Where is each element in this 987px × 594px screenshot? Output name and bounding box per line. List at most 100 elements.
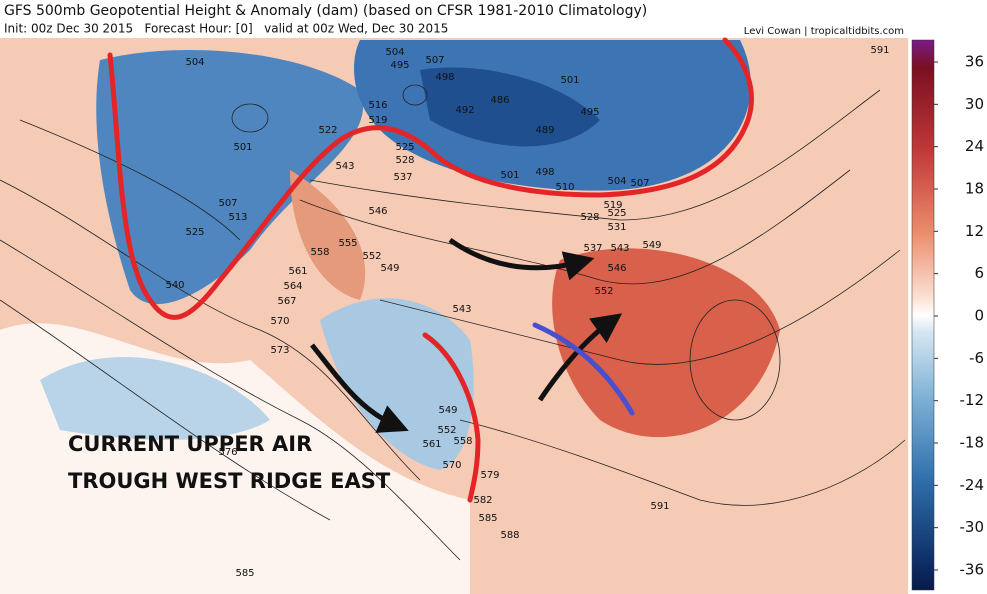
contour-label: 570 xyxy=(270,316,289,327)
contour-line xyxy=(459,419,906,506)
contour-label: 591 xyxy=(650,501,669,512)
contour-label: 519 xyxy=(603,200,622,211)
contour-line xyxy=(689,299,781,421)
contour-label: 546 xyxy=(368,206,387,217)
contour-label: 546 xyxy=(607,263,626,274)
contour-label: 501 xyxy=(500,170,519,181)
contour-label: 489 xyxy=(535,125,554,136)
contour-label: 552 xyxy=(437,425,456,436)
contour-label: 525 xyxy=(185,227,204,238)
contour-label: 543 xyxy=(610,243,629,254)
contour-label: 498 xyxy=(535,167,554,178)
trough-line xyxy=(422,332,481,503)
title: GFS 500mb Geopotential Height & Anomaly … xyxy=(4,3,647,19)
trough-ridge-line xyxy=(107,37,754,320)
contour-line xyxy=(402,84,428,106)
contour-label: 555 xyxy=(338,238,357,249)
contour-label: 525 xyxy=(607,208,626,219)
colorbar-label: 36 xyxy=(965,53,984,71)
anomaly-area xyxy=(290,170,366,300)
contour-label: 576 xyxy=(218,447,237,458)
colorbar-label: 18 xyxy=(965,180,984,198)
contour-label: 486 xyxy=(490,95,509,106)
contour-label: 501 xyxy=(560,75,579,86)
contour-label: 507 xyxy=(425,55,444,66)
contour-label: 558 xyxy=(310,247,329,258)
contour-label: 549 xyxy=(642,240,661,251)
contour-line xyxy=(19,119,241,241)
contour-label: 537 xyxy=(583,243,602,254)
contour-line xyxy=(309,89,881,221)
contour-label: 504 xyxy=(607,176,626,187)
contour-label: 501 xyxy=(233,142,252,153)
contour-label: 495 xyxy=(580,107,599,118)
colorbar-label: 12 xyxy=(965,222,984,240)
contour-label: 561 xyxy=(422,439,441,450)
contour-label: 492 xyxy=(455,105,474,116)
anomaly-area xyxy=(40,357,270,440)
subtitle: Init: 00z Dec 30 2015 Forecast Hour: [0]… xyxy=(4,22,448,36)
contour-label: 558 xyxy=(453,436,472,447)
contour-label: 504 xyxy=(385,47,404,58)
flow-arrow xyxy=(448,237,595,281)
colorbar-label: 30 xyxy=(965,95,984,113)
contour-label: 513 xyxy=(228,212,247,223)
contour-label: 579 xyxy=(480,470,499,481)
contour-label: 582 xyxy=(473,495,492,506)
contour-label: 552 xyxy=(594,286,613,297)
contour-line xyxy=(299,169,851,285)
front-line xyxy=(532,322,635,416)
contour-label: 543 xyxy=(452,304,471,315)
contour-label: 498 xyxy=(435,72,454,83)
colorbar-label: -6 xyxy=(969,349,984,367)
contour-line xyxy=(0,239,461,561)
contour-label: 531 xyxy=(607,222,626,233)
colorbar-label: -36 xyxy=(960,561,985,579)
contour-label: 552 xyxy=(362,251,381,262)
colorbar-label: -30 xyxy=(960,518,985,536)
contour-label: 549 xyxy=(380,263,399,274)
flow-arrow xyxy=(310,343,409,433)
contour-labels: 504 495 504 507 498 486 492 501 489 495 501 507 513 5… xyxy=(165,45,889,579)
colorbar-label: -24 xyxy=(960,476,985,494)
credit: Levi Cowan | tropicaltidbits.com xyxy=(744,26,904,37)
contour-label: 519 xyxy=(368,115,387,126)
contour-label: 495 xyxy=(390,60,409,71)
contour-label: 522 xyxy=(318,125,337,136)
contour-label: 528 xyxy=(580,212,599,223)
contour-label: 540 xyxy=(165,280,184,291)
annotation: CURRENT UPPER AIR xyxy=(68,432,312,456)
flow-arrow xyxy=(537,313,623,402)
contour-line xyxy=(0,299,331,521)
colorbar-label: -12 xyxy=(960,391,985,409)
anomaly-area xyxy=(96,50,364,305)
anomaly-area xyxy=(552,248,780,438)
colorbar-label: 6 xyxy=(974,264,984,282)
colorbar-label: 24 xyxy=(965,137,984,155)
contour-label: 591 xyxy=(870,45,889,56)
contour-label: 543 xyxy=(335,161,354,172)
contour-label: 525 xyxy=(395,142,414,153)
map: 504 495 504 507 498 486 492 501 489 495 501 507 513 5… xyxy=(0,37,908,594)
annotation: TROUGH WEST RIDGE EAST xyxy=(68,469,391,493)
contour-label: 516 xyxy=(368,100,387,111)
contour-label: 507 xyxy=(630,178,649,189)
contour-label: 567 xyxy=(277,296,296,307)
contour-label: 504 xyxy=(185,57,204,68)
contour-label: 537 xyxy=(393,172,412,183)
contour-label: 570 xyxy=(442,460,461,471)
contour-line xyxy=(231,103,269,133)
contour-label: 549 xyxy=(438,405,457,416)
contour-line xyxy=(379,249,901,365)
contour-label: 564 xyxy=(283,281,302,292)
contour-label: 528 xyxy=(395,155,414,166)
contour-label: 585 xyxy=(478,513,497,524)
contour-label: 561 xyxy=(288,266,307,277)
contour-label: 507 xyxy=(218,198,237,209)
contour-label: 585 xyxy=(235,568,254,579)
contour-label: 573 xyxy=(270,345,289,356)
anomaly-area xyxy=(420,67,600,147)
contour-label: 510 xyxy=(555,182,574,193)
colorbar-label: 0 xyxy=(974,307,984,325)
